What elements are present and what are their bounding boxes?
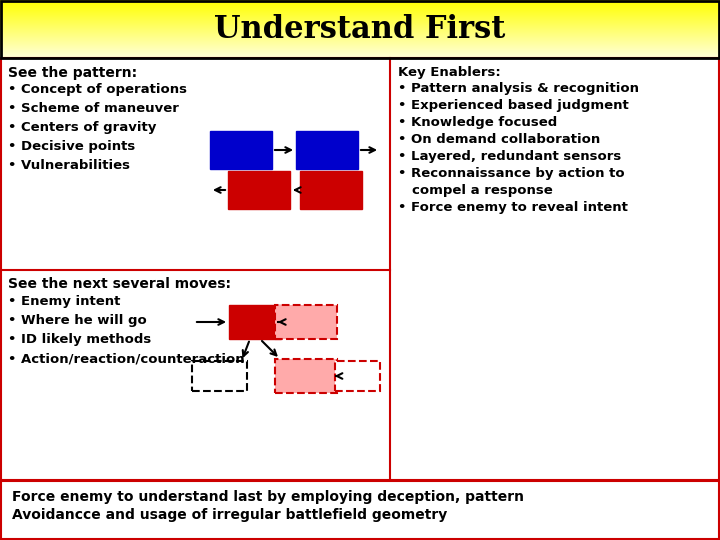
Bar xyxy=(192,361,246,391)
Text: See the next several moves:: See the next several moves: xyxy=(8,277,231,291)
Text: • Where he will go: • Where he will go xyxy=(8,314,147,327)
Text: • Action/reaction/counteraction: • Action/reaction/counteraction xyxy=(8,352,245,365)
Text: See the pattern:: See the pattern: xyxy=(8,66,137,80)
Text: • Experienced based judgment: • Experienced based judgment xyxy=(398,99,629,112)
Text: • On demand collaboration: • On demand collaboration xyxy=(398,133,600,146)
Text: • Force enemy to reveal intent: • Force enemy to reveal intent xyxy=(398,201,628,214)
Text: compel a response: compel a response xyxy=(412,184,553,197)
Bar xyxy=(296,131,358,169)
Bar xyxy=(1,58,719,480)
Text: • Enemy intent: • Enemy intent xyxy=(8,295,120,308)
Text: • Knowledge focused: • Knowledge focused xyxy=(398,116,557,129)
Bar xyxy=(210,131,272,169)
Bar xyxy=(275,359,337,393)
Text: Force enemy to understand last by employing deception, pattern: Force enemy to understand last by employ… xyxy=(12,490,524,504)
Text: • ID likely methods: • ID likely methods xyxy=(8,333,151,346)
Text: • Concept of operations: • Concept of operations xyxy=(8,83,187,96)
Bar xyxy=(335,361,379,391)
Text: • Scheme of maneuver: • Scheme of maneuver xyxy=(8,102,179,115)
Text: Avoidancce and usage of irregular battlefield geometry: Avoidancce and usage of irregular battle… xyxy=(12,508,447,522)
Text: • Reconnaissance by action to: • Reconnaissance by action to xyxy=(398,167,625,180)
Bar xyxy=(229,305,281,339)
Bar xyxy=(228,171,290,209)
Text: • Pattern analysis & recognition: • Pattern analysis & recognition xyxy=(398,82,639,95)
Text: • Centers of gravity: • Centers of gravity xyxy=(8,121,156,134)
Text: • Layered, redundant sensors: • Layered, redundant sensors xyxy=(398,150,621,163)
Bar xyxy=(1,1,719,58)
Text: Key Enablers:: Key Enablers: xyxy=(398,66,500,79)
Text: • Vulnerabilities: • Vulnerabilities xyxy=(8,159,130,172)
Bar xyxy=(275,305,337,339)
Bar xyxy=(1,481,719,539)
Bar xyxy=(300,171,362,209)
Text: Understand First: Understand First xyxy=(215,14,505,44)
Text: • Decisive points: • Decisive points xyxy=(8,140,135,153)
